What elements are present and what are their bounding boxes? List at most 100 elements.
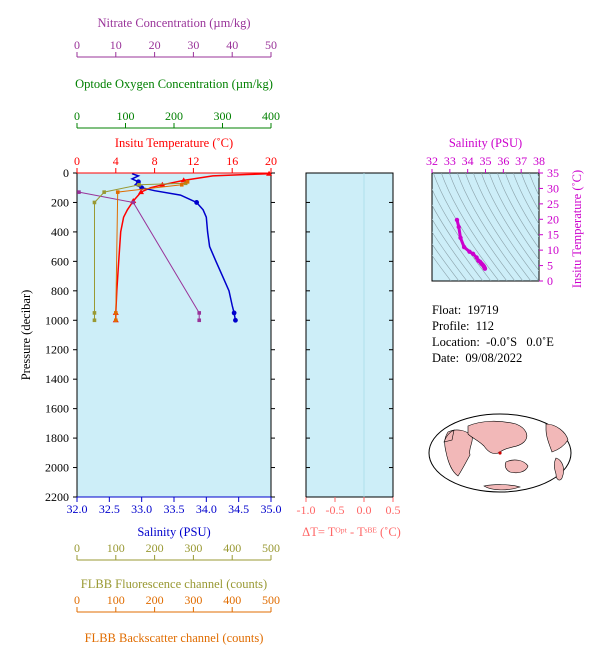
salinity-tick-label: 34.5 [228,502,249,516]
nitrate-point [197,318,202,323]
fluorescence-point [92,318,97,323]
float-location-marker [498,451,502,455]
ts-point [456,224,461,230]
profile-label: Profile: 112 [432,319,495,333]
world-map [428,413,572,493]
oxygen-tick-label: 300 [214,109,232,123]
backscatter-tick-label: 0 [74,593,80,607]
oxygen-tick-label: 100 [117,109,135,123]
nitrate-tick-label: 30 [187,38,199,52]
ts-point [458,235,463,240]
nitrate-tick-label: 10 [110,38,122,52]
y-tick-label: 1200 [45,343,69,357]
salinity-tick-label: 33.0 [131,502,152,516]
nitrate-profile-line [78,191,200,321]
ts-density-contour [432,254,452,281]
salinity-tick-label: 34.0 [196,502,217,516]
backscatter-point [179,182,184,187]
y-tick-label: 1600 [45,402,69,416]
salinity-point [233,317,238,323]
ts-y-tick-label: 15 [547,228,559,242]
location-label: Location: -0.0˚S 0.0˚E [432,335,554,349]
y-tick-label: 1400 [45,372,69,386]
ts-density-contour [497,173,539,249]
y-tick-label: 600 [51,254,69,268]
ts-density-contour [505,173,539,238]
fluorescence-tick-label: 200 [146,541,164,555]
fluorescence-point [102,190,106,194]
fluorescence-tick-label: 300 [184,541,202,555]
ts-x-tick-label: 37 [515,154,527,168]
ts-x-tick-label: 34 [462,154,474,168]
temperature-tick-label: 12 [187,154,199,168]
ts-y-tick-label: 0 [547,274,553,288]
float-label: Float: 19719 [432,303,499,317]
ts-series-group [454,217,488,271]
main-series-group [77,170,273,323]
oxygen-tick-label: 200 [165,109,183,123]
backscatter-point [114,311,118,315]
nitrate-point [197,311,202,315]
ts-y-tick-label: 10 [547,243,559,257]
ts-density-contour [449,173,516,281]
fluorescence-axis-title: FLBB Fluorescence channel (counts) [81,577,267,591]
delta-t-axes-group: -1.0 -0.5 0.0 0.5 ΔT= Tᴼᵖᵗ - Tˢᴮᴱ (˚C) [297,172,401,539]
delta-t-tick-label: 0.5 [386,503,401,517]
map-south-america [554,457,564,481]
ts-point [470,251,476,257]
oxygen-tick-label: 400 [262,109,280,123]
ts-density-contour [432,243,460,281]
nitrate-tick-label: 0 [74,38,80,52]
y-tick-label: 800 [51,284,69,298]
y-tick-label: 2200 [45,490,69,504]
fluorescence-tick-label: 100 [107,541,125,555]
ts-x-axis-title: Salinity (PSU) [449,136,522,150]
y-tick-label: 2000 [45,461,69,475]
temperature-tick-label: 4 [113,154,119,168]
fluorescence-tick-label: 0 [74,541,80,555]
ts-density-contour [529,173,539,197]
ts-density-contour [521,173,539,212]
ts-density-contours [432,173,539,281]
salinity-axis-title: Salinity (PSU) [137,525,210,539]
ts-x-tick-label: 38 [533,154,545,168]
fluorescence-tick-label: 500 [262,541,280,555]
ts-x-tick-label: 33 [444,154,456,168]
ts-y-tick-label: 25 [547,197,559,211]
backscatter-tick-label: 200 [146,593,164,607]
ts-density-contour [432,204,484,281]
ts-y-tick-label: 35 [547,166,559,180]
salinity-tick-label: 33.5 [164,502,185,516]
salinity-tick-label: 32.0 [67,502,88,516]
delta-t-axis-title: ΔT= Tᴼᵖᵗ - Tˢᴮᴱ (˚C) [302,525,401,539]
delta-t-tick-label: -1.0 [297,503,316,517]
backscatter-point [185,180,190,184]
nitrate-point [131,200,136,205]
y-tick-label: 1800 [45,431,69,445]
ts-y-tick-label: 30 [547,181,559,195]
backscatter-tick-label: 400 [223,593,241,607]
ts-y-tick-label: 5 [547,259,553,273]
map-antarctica [483,484,521,491]
temperature-point [180,177,187,183]
ts-density-contour [432,231,468,281]
nitrate-axis-title: Nitrate Concentration (µm/kg) [98,16,251,30]
ts-x-tick-label: 35 [480,154,492,168]
temperature-tick-label: 16 [226,154,238,168]
main-plot-area [76,172,272,498]
nitrate-tick-label: 20 [149,38,161,52]
ts-density-contour [465,173,532,281]
backscatter-point [115,190,120,194]
nitrate-tick-label: 40 [226,38,238,52]
temperature-tick-label: 20 [265,154,277,168]
nitrate-point [77,190,81,194]
oxygen-axis-title: Optode Oxygen Concentration (µm/kg) [75,77,273,91]
salinity-point [231,310,237,316]
ts-density-contour [432,188,492,281]
date-label: Date: 09/08/2022 [432,351,523,365]
backscatter-axis-title: FLBB Backscatter channel (counts) [85,631,264,645]
y-tick-label: 400 [51,225,69,239]
main-axes-group: 0200400600800100012001400160018002000220… [19,16,282,645]
temperature-tick-label: 8 [152,154,158,168]
